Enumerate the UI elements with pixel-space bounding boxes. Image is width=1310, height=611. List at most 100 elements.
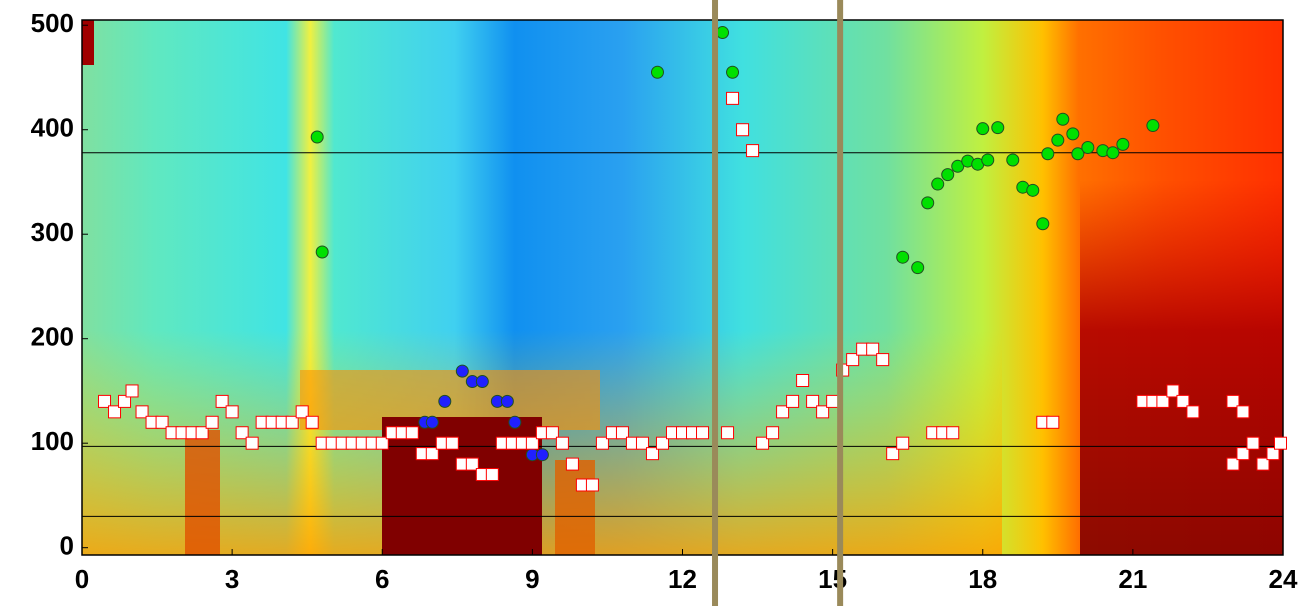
square-marker xyxy=(1226,394,1240,408)
circle-marker xyxy=(1051,133,1065,147)
square-marker xyxy=(585,478,599,492)
circle-marker xyxy=(650,65,664,79)
circle-marker xyxy=(941,168,955,182)
square-marker xyxy=(1156,394,1170,408)
square-marker xyxy=(555,436,569,450)
square-marker xyxy=(1236,447,1250,461)
square-marker xyxy=(205,415,219,429)
square-marker xyxy=(696,426,710,440)
y-tick-label: 400 xyxy=(31,113,74,143)
circle-marker xyxy=(1026,183,1040,197)
square-marker xyxy=(118,394,132,408)
circle-marker xyxy=(726,65,740,79)
circle-marker xyxy=(535,448,549,462)
circle-marker xyxy=(931,177,945,191)
y-tick-label: 100 xyxy=(31,426,74,456)
square-marker xyxy=(736,123,750,137)
circle-marker xyxy=(951,159,965,173)
circle-marker xyxy=(981,153,995,167)
circle-marker xyxy=(1146,119,1160,133)
square-marker xyxy=(1046,415,1060,429)
square-marker xyxy=(235,426,249,440)
square-marker xyxy=(215,394,229,408)
circle-marker xyxy=(315,245,329,259)
square-marker xyxy=(1236,405,1250,419)
square-marker xyxy=(405,426,419,440)
square-marker xyxy=(375,436,389,450)
square-marker xyxy=(135,405,149,419)
circle-marker xyxy=(976,122,990,136)
square-marker xyxy=(295,405,309,419)
square-marker xyxy=(225,405,239,419)
circle-marker xyxy=(310,130,324,144)
circle-marker xyxy=(1106,146,1120,160)
y-tick-label: 0 xyxy=(60,531,74,561)
circle-marker xyxy=(475,375,489,389)
square-marker xyxy=(1246,436,1260,450)
square-marker xyxy=(756,436,770,450)
square-marker xyxy=(155,415,169,429)
circle-marker xyxy=(1066,127,1080,141)
circle-marker xyxy=(438,394,452,408)
heatmap xyxy=(82,20,1283,555)
square-marker xyxy=(726,91,740,105)
y-tick-label: 200 xyxy=(31,322,74,352)
square-marker xyxy=(766,426,780,440)
square-marker xyxy=(1176,394,1190,408)
square-marker xyxy=(846,353,860,367)
square-marker xyxy=(746,144,760,158)
square-marker xyxy=(645,447,659,461)
circle-marker xyxy=(1081,140,1095,154)
square-marker xyxy=(125,384,139,398)
square-marker xyxy=(108,405,122,419)
square-marker xyxy=(195,426,209,440)
x-tick-label: 21 xyxy=(1118,564,1147,594)
square-marker xyxy=(655,436,669,450)
square-marker xyxy=(465,457,479,471)
x-tick-label: 12 xyxy=(668,564,697,594)
square-marker xyxy=(826,394,840,408)
circle-marker xyxy=(508,415,522,429)
circle-marker xyxy=(896,250,910,264)
square-marker xyxy=(1256,457,1270,471)
x-tick-label: 18 xyxy=(968,564,997,594)
circle-marker xyxy=(921,196,935,210)
square-marker xyxy=(245,436,259,450)
circle-marker xyxy=(455,364,469,378)
square-marker xyxy=(786,394,800,408)
square-marker xyxy=(425,447,439,461)
square-marker xyxy=(896,436,910,450)
square-marker xyxy=(796,373,810,387)
square-marker xyxy=(1226,457,1240,471)
square-marker xyxy=(886,447,900,461)
circle-marker xyxy=(911,261,925,275)
y-tick-label: 500 xyxy=(31,8,74,38)
circle-marker xyxy=(1056,112,1070,126)
x-tick-label: 6 xyxy=(375,564,389,594)
x-tick-label: 3 xyxy=(225,564,239,594)
square-marker xyxy=(595,436,609,450)
square-marker xyxy=(485,468,499,482)
square-marker xyxy=(1273,436,1287,450)
x-tick-label: 0 xyxy=(75,564,89,594)
square-marker xyxy=(876,353,890,367)
circle-marker xyxy=(1116,137,1130,151)
square-marker xyxy=(285,415,299,429)
circle-marker xyxy=(1036,217,1050,231)
circle-marker xyxy=(1071,147,1085,161)
circle-marker xyxy=(500,394,514,408)
square-marker xyxy=(1186,405,1200,419)
square-marker xyxy=(635,436,649,450)
square-marker xyxy=(1166,384,1180,398)
square-marker xyxy=(816,405,830,419)
circle-marker xyxy=(1041,147,1055,161)
square-marker xyxy=(565,457,579,471)
square-marker xyxy=(98,394,112,408)
square-marker xyxy=(545,426,559,440)
square-marker xyxy=(1266,447,1280,461)
square-marker xyxy=(776,405,790,419)
x-tick-label: 24 xyxy=(1269,564,1298,594)
circle-marker xyxy=(991,121,1005,135)
circle-marker xyxy=(1006,153,1020,167)
